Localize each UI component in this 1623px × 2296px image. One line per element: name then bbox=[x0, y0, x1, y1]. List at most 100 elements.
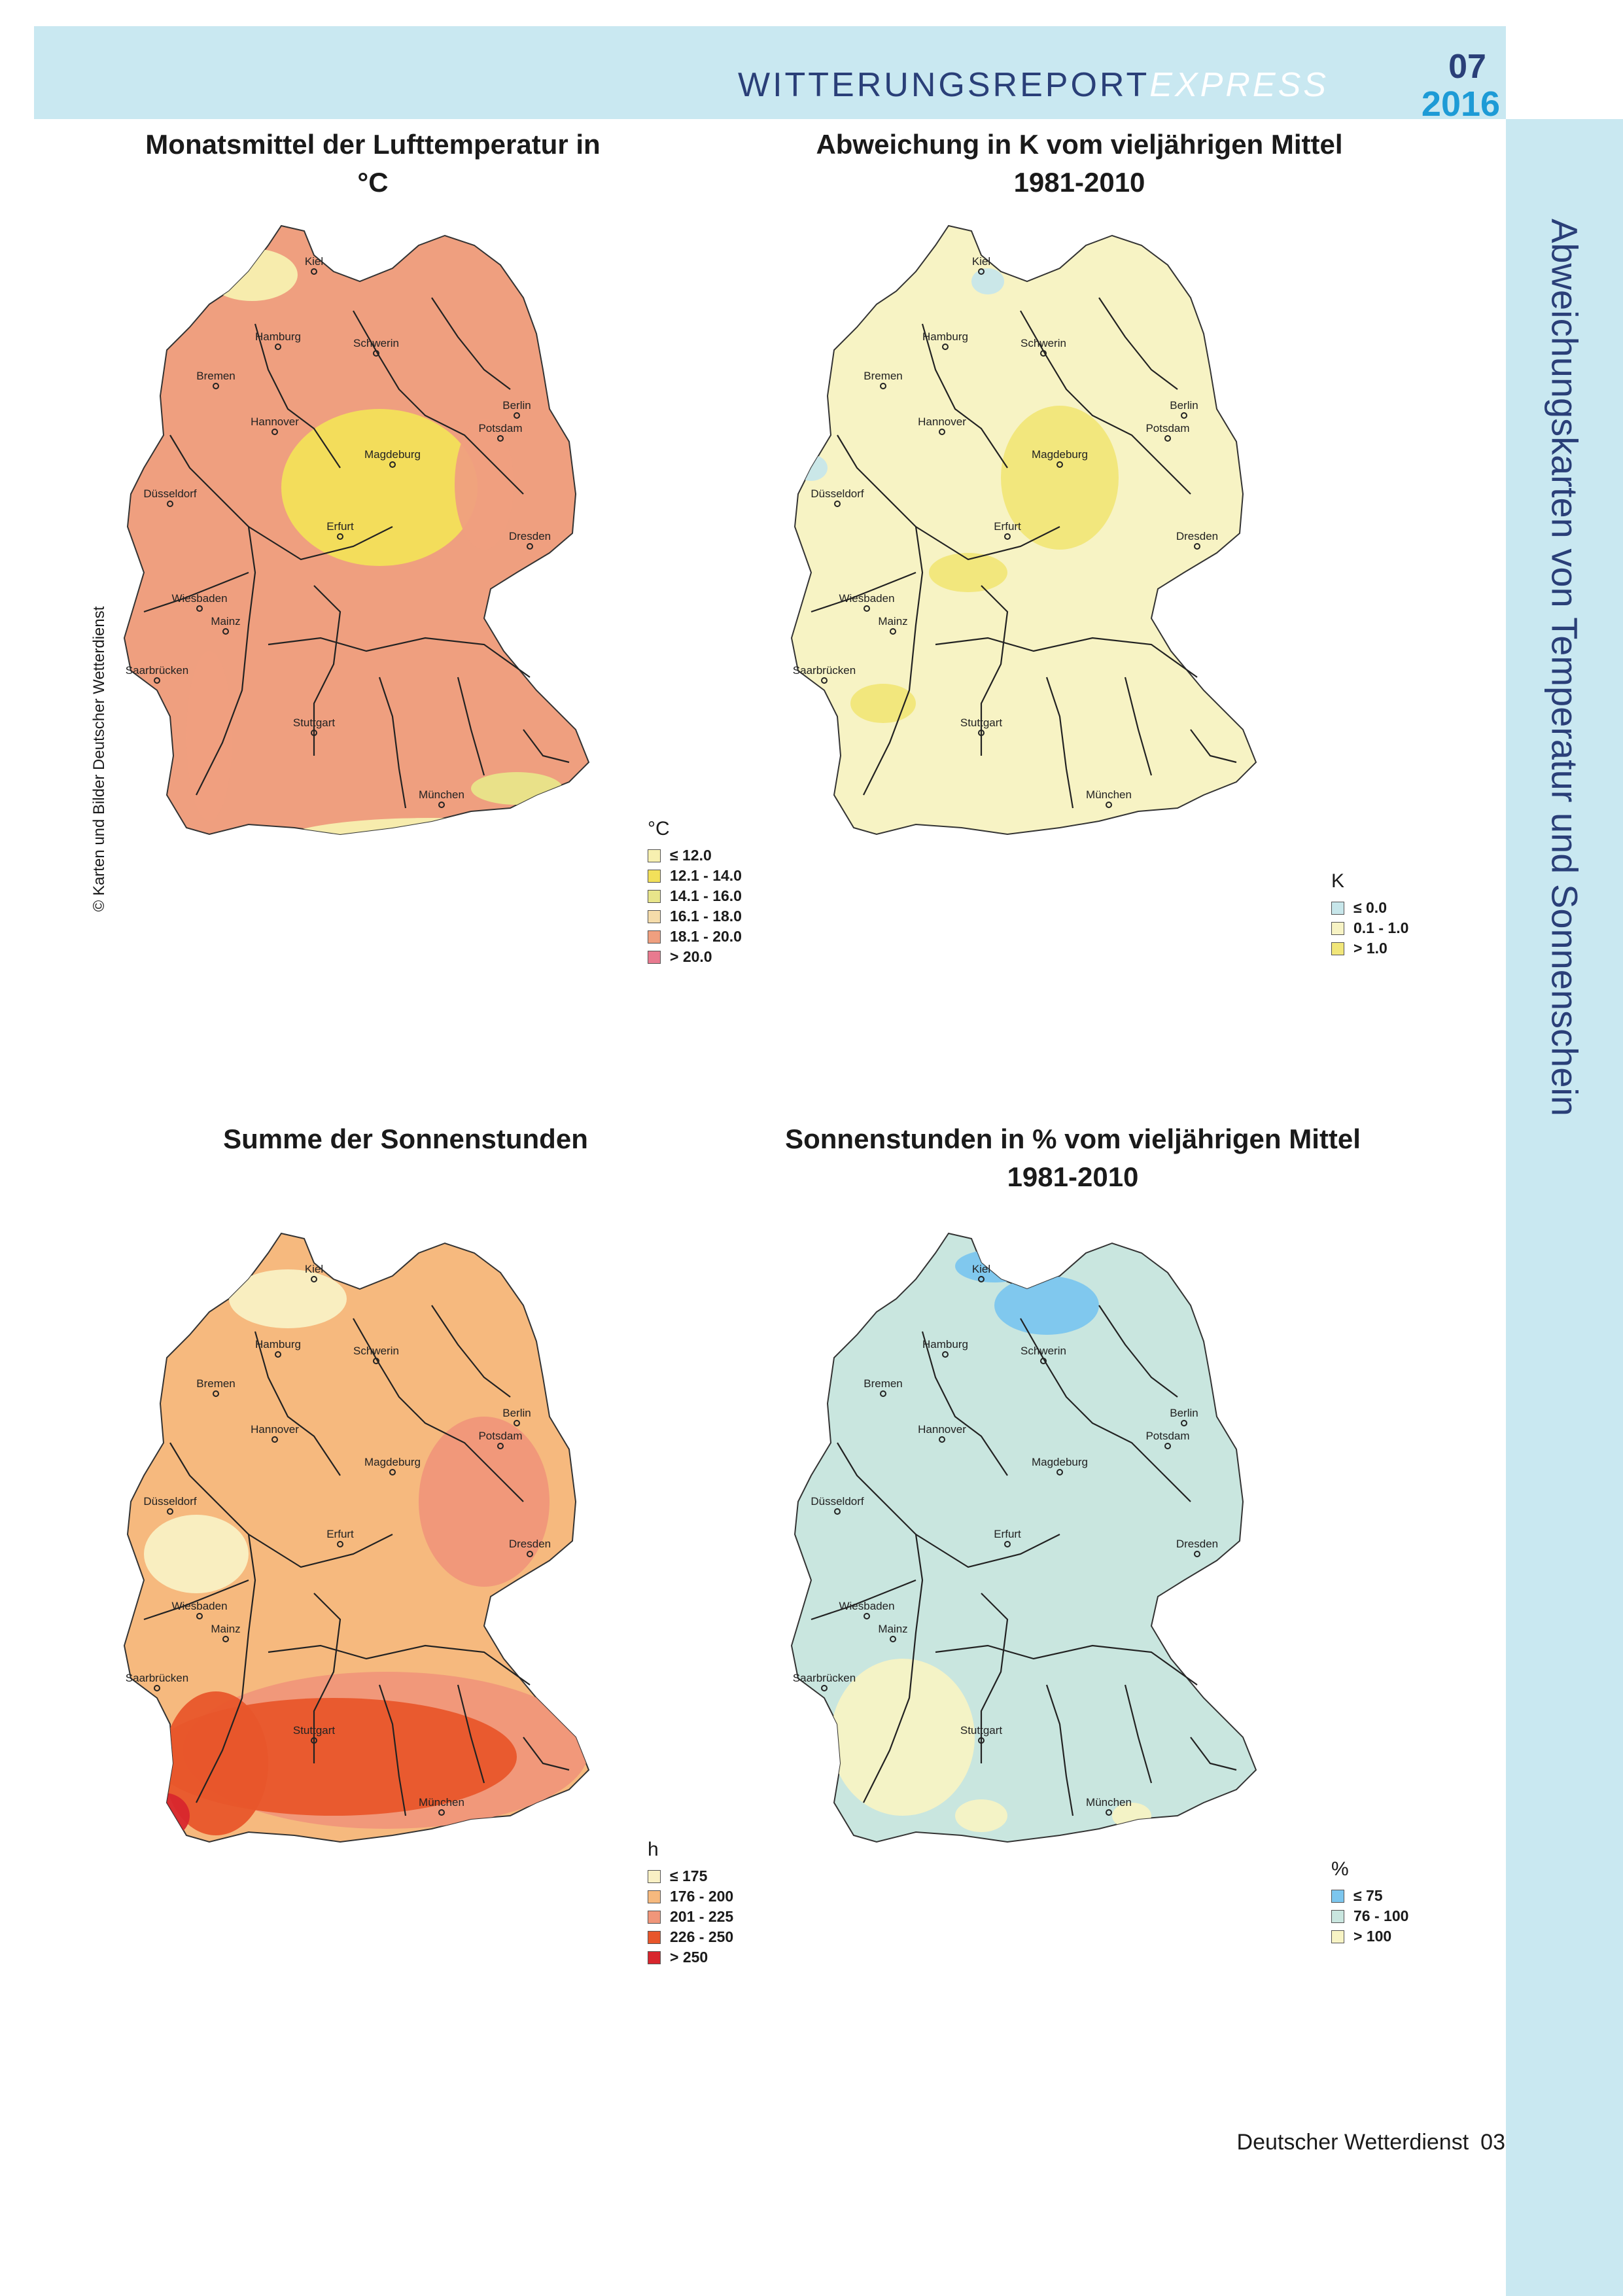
city-marker bbox=[167, 1508, 173, 1515]
value-regions bbox=[795, 268, 1119, 723]
city-label: Bremen bbox=[196, 370, 236, 382]
city-label: Magdeburg bbox=[1032, 448, 1088, 461]
map-sunshine-percent: Kiel Hamburg Schwerin Bremen Berlin Potsdam Ha… bbox=[790, 1232, 1257, 1843]
legend-label: ≤ 175 bbox=[670, 1867, 708, 1884]
value-region bbox=[994, 1276, 1099, 1335]
city-label: Bremen bbox=[864, 370, 903, 382]
value-region bbox=[955, 1250, 1034, 1282]
river-line bbox=[431, 297, 511, 390]
city-label: Berlin bbox=[502, 1407, 531, 1419]
city-marker bbox=[311, 730, 317, 736]
city-marker bbox=[880, 1390, 886, 1397]
legend-label: 16.1 - 18.0 bbox=[670, 908, 742, 925]
city-marker bbox=[890, 628, 896, 635]
city-marker bbox=[939, 429, 945, 435]
river-line bbox=[143, 571, 249, 613]
legend-label: > 100 bbox=[1353, 1928, 1392, 1945]
map-title-sunshine-percent: Sonnenstunden in % vom vieljährigen Mitt… bbox=[785, 1123, 1361, 1192]
map-temperature-anomaly: Kiel Hamburg Schwerin Bremen Berlin Potsdam Ha… bbox=[790, 224, 1257, 836]
city-label: Düsseldorf bbox=[143, 487, 197, 500]
river-line bbox=[457, 1684, 485, 1784]
map-title-sunshine: Summe der Sonnenstunden bbox=[223, 1123, 588, 1154]
city-label: Hamburg bbox=[922, 330, 968, 343]
city-label: Hannover bbox=[251, 415, 299, 428]
city-label: München bbox=[419, 788, 464, 801]
legend-swatch bbox=[648, 889, 661, 903]
city-marker bbox=[978, 730, 985, 736]
legend-swatch bbox=[1331, 1889, 1344, 1903]
city-label: Düsseldorf bbox=[143, 1495, 197, 1508]
city-label: Berlin bbox=[502, 399, 531, 412]
city-marker bbox=[389, 461, 396, 468]
city-label: Potsdam bbox=[1145, 422, 1189, 434]
city-marker bbox=[1040, 350, 1047, 357]
legend-swatch bbox=[648, 1869, 661, 1883]
city-marker bbox=[1040, 1358, 1047, 1364]
city-label: Saarbrücken bbox=[126, 1672, 188, 1684]
river-line bbox=[523, 1737, 570, 1771]
city-marker bbox=[942, 344, 949, 350]
legend-label: 76 - 100 bbox=[1353, 1907, 1409, 1924]
river-line bbox=[378, 677, 407, 809]
legend-unit: °C bbox=[648, 818, 670, 839]
value-region bbox=[144, 1515, 249, 1593]
legend-temperature-anomaly: K ≤ 0.0 0.1 - 1.0 > 1.0 bbox=[1331, 870, 1408, 959]
city-marker bbox=[1106, 1809, 1112, 1816]
river-line bbox=[1045, 1684, 1074, 1816]
city-label: München bbox=[419, 1796, 464, 1809]
river-line bbox=[915, 1534, 1060, 1568]
city-label: Kiel bbox=[305, 255, 323, 268]
river-line bbox=[921, 323, 1008, 468]
legend-swatch bbox=[1331, 1930, 1344, 1943]
report-brand: WITTERUNGSREPORT bbox=[738, 66, 1150, 104]
river-line bbox=[1098, 297, 1178, 390]
city-marker bbox=[167, 501, 173, 507]
river-line bbox=[169, 1442, 256, 1803]
side-band bbox=[1506, 119, 1623, 2296]
legend-swatch bbox=[1331, 1909, 1344, 1923]
map-sunshine: Kiel Hamburg Schwerin Bremen Berlin Potsdam Ha… bbox=[123, 1232, 590, 1843]
value-region bbox=[137, 1793, 190, 1839]
city-label: Mainz bbox=[211, 1623, 240, 1635]
city-label: Dresden bbox=[509, 530, 551, 542]
city-marker bbox=[939, 1436, 945, 1443]
city-marker bbox=[821, 1685, 828, 1691]
city-label: Schwerin bbox=[1021, 1345, 1066, 1357]
city-marker bbox=[497, 435, 504, 442]
river-line bbox=[353, 310, 524, 495]
city-marker bbox=[1004, 1541, 1011, 1547]
river-line bbox=[1020, 1318, 1191, 1502]
city-marker bbox=[514, 412, 520, 419]
city-label: Erfurt bbox=[326, 520, 354, 533]
legend-swatch bbox=[648, 869, 661, 883]
city-label: Stuttgart bbox=[960, 1724, 1003, 1737]
city-label: Düsseldorf bbox=[811, 487, 864, 500]
legend-swatch bbox=[648, 1890, 661, 1903]
city-label: Berlin bbox=[1170, 1407, 1198, 1419]
map-title-temperature: Monatsmittel der Lufttemperatur in °C bbox=[145, 129, 601, 198]
river-line bbox=[915, 526, 1060, 561]
city-label: Mainz bbox=[211, 615, 240, 627]
legend-entry: ≤ 175 bbox=[648, 1866, 733, 1886]
city-marker bbox=[514, 1420, 520, 1426]
river-line bbox=[1020, 310, 1191, 495]
value-region bbox=[419, 1417, 550, 1587]
city-marker bbox=[978, 1276, 985, 1282]
city-label: Dresden bbox=[509, 1538, 551, 1550]
river-line bbox=[169, 434, 256, 796]
legend-sunshine: h ≤ 175 176 - 200 201 - 225 226 - 250 > 250 bbox=[648, 1839, 733, 1968]
legend-label: 226 - 250 bbox=[670, 1928, 734, 1945]
city-label: München bbox=[1086, 788, 1132, 801]
river-line bbox=[1190, 1737, 1237, 1771]
city-label: Bremen bbox=[864, 1377, 903, 1390]
city-label: Magdeburg bbox=[364, 448, 421, 461]
legend-entry: 76 - 100 bbox=[1331, 1906, 1408, 1926]
legend-label: ≤ 0.0 bbox=[1353, 899, 1387, 916]
river-line bbox=[921, 1331, 1008, 1476]
river-line bbox=[980, 1593, 1009, 1763]
legend-entry: ≤ 75 bbox=[1331, 1886, 1408, 1906]
city-marker bbox=[337, 533, 343, 540]
city-label: Stuttgart bbox=[293, 716, 336, 729]
legend-label: 201 - 225 bbox=[670, 1908, 734, 1925]
river-line bbox=[811, 1579, 916, 1621]
